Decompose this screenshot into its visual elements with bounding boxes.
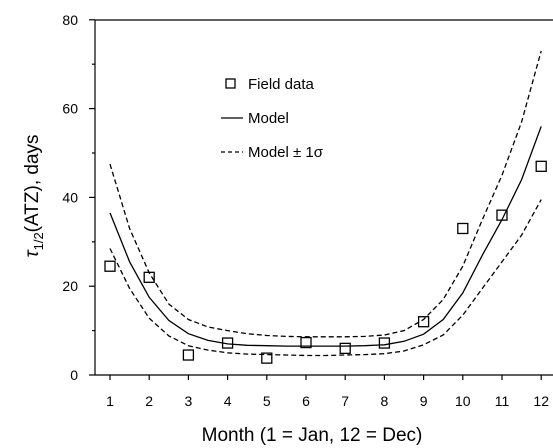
field-data-point — [261, 352, 273, 364]
legend-model-label: Model — [248, 110, 289, 127]
x-axis-ticks: 1 2 3 4 5 6 7 8 9 10 11 12 — [106, 375, 549, 409]
y-axis-title-subscript: 1/2 — [31, 232, 46, 250]
y-tick-label: 0 — [70, 367, 78, 383]
x-tick-label: 1 — [106, 393, 114, 409]
field-data-point — [378, 337, 391, 349]
y-tick-label: 60 — [62, 101, 78, 117]
y-tick-label: 80 — [62, 12, 78, 28]
field-data-point — [417, 316, 430, 328]
x-tick-label: 3 — [185, 393, 193, 409]
x-tick-label: 5 — [263, 393, 271, 409]
series-line-model-1 — [109, 199, 542, 357]
x-tick-label: 11 — [495, 393, 510, 409]
y-tick-label: 40 — [62, 189, 78, 205]
field-data-point — [535, 160, 547, 172]
y-tick-label: 20 — [62, 278, 78, 294]
field-data-point — [104, 260, 116, 272]
legend-model-sigma-label: Model ± 1σ — [248, 144, 324, 161]
x-tick-label: 6 — [302, 393, 310, 409]
x-tick-label: 7 — [341, 393, 349, 409]
field-data-point — [221, 337, 234, 349]
field-data-point — [182, 349, 195, 361]
x-tick-label: 4 — [224, 393, 232, 409]
x-axis-title: Month (1 = Jan, 12 = Dec) — [202, 425, 423, 446]
x-tick-label: 10 — [455, 393, 471, 409]
legend-field-data-label: Field data — [248, 76, 315, 93]
y-axis-ticks: 0 20 40 60 80 — [62, 12, 95, 383]
field-data-point — [339, 342, 351, 355]
plot-frame — [94, 19, 553, 376]
data-points — [104, 160, 547, 364]
field-data-point — [143, 271, 155, 283]
series-line-model — [109, 126, 542, 347]
series-line-model-1 — [109, 50, 542, 338]
field-data-point — [300, 336, 312, 349]
series-layer — [109, 50, 542, 357]
x-tick-label: 9 — [420, 393, 428, 409]
legend-field-data-marker — [225, 78, 236, 89]
field-data-point — [457, 222, 469, 235]
y-axis-title: τ1/2(ATZ), days — [22, 134, 46, 257]
x-tick-label: 2 — [145, 393, 153, 409]
legend: Field data Model Model ± 1σ — [221, 76, 324, 161]
y-axis-title-tau: τ — [22, 249, 43, 258]
x-tick-label: 12 — [533, 393, 549, 409]
y-axis-title-rest: (ATZ), days — [22, 134, 43, 232]
field-data-point — [496, 209, 508, 221]
x-tick-label: 8 — [381, 393, 389, 409]
